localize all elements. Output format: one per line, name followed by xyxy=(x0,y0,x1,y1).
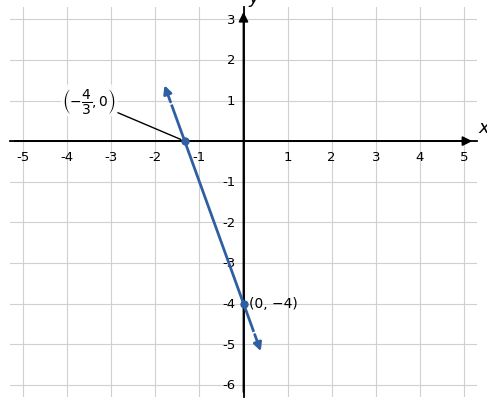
Text: -2: -2 xyxy=(149,151,162,164)
Text: 5: 5 xyxy=(460,151,468,164)
Text: $\left(-\dfrac{4}{3}, 0\right)$: $\left(-\dfrac{4}{3}, 0\right)$ xyxy=(62,87,181,140)
Text: 2: 2 xyxy=(227,54,236,67)
Text: -1: -1 xyxy=(193,151,206,164)
Text: -4: -4 xyxy=(60,151,74,164)
Text: x: x xyxy=(478,119,487,137)
Text: -1: -1 xyxy=(222,176,236,189)
Text: -4: -4 xyxy=(223,297,236,310)
Text: -6: -6 xyxy=(223,378,236,391)
Text: 2: 2 xyxy=(327,151,336,164)
Text: 3: 3 xyxy=(227,14,236,27)
Text: -3: -3 xyxy=(222,257,236,270)
Text: 3: 3 xyxy=(372,151,380,164)
Text: 1: 1 xyxy=(227,95,236,108)
Text: 1: 1 xyxy=(283,151,292,164)
Text: 4: 4 xyxy=(416,151,424,164)
Text: -5: -5 xyxy=(17,151,30,164)
Text: -2: -2 xyxy=(222,216,236,229)
Text: (0, −4): (0, −4) xyxy=(249,297,298,311)
Text: -5: -5 xyxy=(222,338,236,351)
Text: y: y xyxy=(249,0,260,7)
Text: -3: -3 xyxy=(105,151,118,164)
